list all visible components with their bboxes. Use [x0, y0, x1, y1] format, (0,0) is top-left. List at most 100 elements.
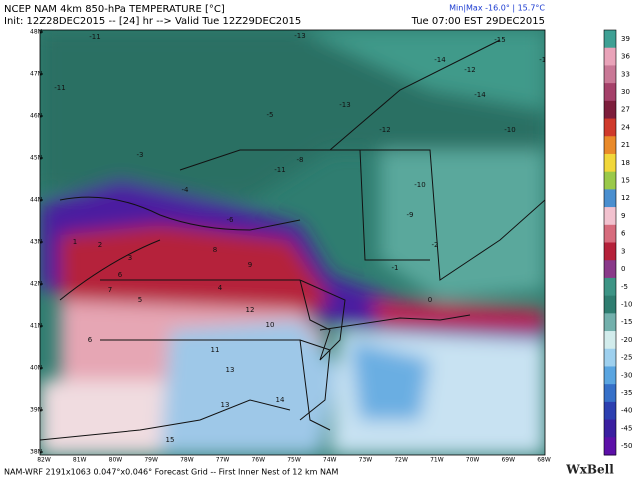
lat-label: 46N — [30, 113, 42, 120]
contour-label: -14 — [474, 91, 486, 99]
contour-label: 10 — [266, 321, 275, 329]
contour-label: -13 — [294, 32, 305, 40]
colorbar-label: 27 — [621, 106, 630, 114]
contour-label: -1 — [392, 264, 399, 272]
min-max: Min|Max -16.0° | 15.7°C — [449, 4, 545, 13]
colorbar-swatch — [604, 224, 616, 243]
colorbar-label: 36 — [621, 53, 630, 61]
colorbar-label: -45 — [621, 424, 632, 432]
colorbar-swatch — [604, 207, 616, 226]
colorbar-swatch — [604, 30, 616, 49]
lat-label: 38N — [30, 449, 42, 456]
lon-label: 82W — [37, 457, 51, 464]
contour-label: 8 — [213, 246, 217, 254]
colorbar-label: -20 — [621, 336, 632, 344]
lon-label: 74W — [323, 457, 337, 464]
colorbar-label: -5 — [621, 283, 628, 291]
colorbar-label: -35 — [621, 389, 632, 397]
init-line: Init: 12Z28DEC2015 -- [24] hr --> Valid … — [4, 16, 301, 27]
lat-label: 43N — [30, 239, 42, 246]
contour-label: 13 — [221, 401, 230, 409]
colorbar-frame — [603, 29, 617, 456]
lat-label: 39N — [30, 407, 42, 414]
contour-label: -4 — [182, 186, 190, 194]
contour-label: 6 — [88, 336, 93, 344]
lon-label: 76W — [251, 457, 265, 464]
colorbar-label: 21 — [621, 141, 630, 149]
lat-label: 41N — [30, 323, 42, 330]
lat-labels: 48N 47N 46N 45N 44N 43N 42N 41N 40N 39N 38N — [30, 29, 43, 456]
contour-label: 12 — [246, 306, 255, 314]
valid-local: Tue 07:00 EST 29DEC2015 — [411, 16, 545, 27]
colorbar-swatch — [604, 153, 616, 173]
lon-label: 72W — [394, 457, 408, 464]
colorbar-label: 33 — [621, 70, 630, 78]
colorbar-label: 15 — [621, 177, 630, 185]
contour-label: 11 — [211, 346, 220, 354]
lon-label: 78W — [180, 457, 194, 464]
contour-labels: -11 -13 -15-12-14 -16-10-11-5-3-4-13-11-10-… — [54, 32, 545, 444]
contour-label: -11 — [274, 166, 285, 174]
lat-label: 45N — [30, 155, 42, 162]
colorbar-label: -10 — [621, 300, 632, 308]
lat-label: 40N — [30, 365, 42, 372]
contour-label: -3 — [137, 151, 144, 159]
lon-label: 73W — [359, 457, 373, 464]
colorbar-swatch — [604, 65, 616, 84]
contour-label: -10 — [414, 181, 425, 189]
contour-label: -13 — [339, 101, 350, 109]
contour-label: -14 — [434, 56, 446, 64]
colorbar-swatch — [604, 118, 616, 137]
colorbar-label: 0 — [621, 265, 625, 273]
colorbar-label: 9 — [621, 212, 625, 220]
contour-label: -15 — [494, 36, 505, 44]
colorbar-swatch — [604, 277, 616, 297]
lat-label: 42N — [30, 281, 42, 288]
colorbar-swatch — [604, 437, 616, 456]
lon-label: 68W — [537, 457, 551, 464]
lon-label: 80W — [109, 457, 123, 464]
contour-label: 5 — [138, 296, 142, 304]
colorbar-swatch — [604, 419, 616, 438]
contour-label: 2 — [98, 241, 102, 249]
colorbar-swatch — [604, 136, 616, 155]
map-field: -11 -13 -15-12-14 -16-10-11-5-3-4-13-11-10-… — [40, 30, 545, 455]
colorbar-label: -50 — [621, 442, 632, 450]
colorbar-swatch — [604, 100, 616, 120]
contour-label: 3 — [128, 254, 132, 262]
contour-label: 1 — [73, 238, 77, 246]
colorbar-swatch — [604, 313, 616, 332]
colorbar-swatch — [604, 83, 616, 102]
logo: WxBell — [565, 463, 614, 477]
colorbar-label: 39 — [621, 35, 630, 43]
lon-label: 77W — [216, 457, 230, 464]
lat-label: 47N — [30, 71, 42, 78]
contour-label: 0 — [428, 296, 432, 304]
boundaries — [40, 39, 545, 441]
contour-label: -11 — [54, 84, 65, 92]
colorbar-swatch — [604, 189, 616, 208]
lon-label: 69W — [501, 457, 515, 464]
colorbar-swatch — [604, 295, 616, 314]
colorbar-label: -30 — [621, 371, 632, 379]
colorbar-label: -25 — [621, 354, 632, 362]
contour-label: -9 — [407, 211, 414, 219]
contour-label: -12 — [379, 126, 390, 134]
colorbar-swatch — [604, 384, 616, 403]
colorbar-swatch — [604, 348, 616, 367]
contour-label: 15 — [166, 436, 175, 444]
contour-label: -12 — [464, 66, 475, 74]
contour-label: 7 — [108, 286, 112, 294]
lon-labels: 82W 81W 80W 79W 78W 77W 76W 75W 74W 73W 72W 71W 70W 6… — [37, 457, 551, 464]
colorbar-swatch — [604, 171, 616, 190]
colorbar-label: -40 — [621, 407, 632, 415]
contour-label: 9 — [248, 261, 252, 269]
colorbar: 393633302724211815129630-5-10-15-20-25-3… — [603, 29, 632, 456]
contour-label: 4 — [218, 284, 223, 292]
colorbar-swatch — [604, 366, 616, 385]
contour-label: 6 — [118, 271, 123, 279]
lon-label: 75W — [287, 457, 301, 464]
colorbar-label: 18 — [621, 159, 630, 167]
contour-label: -2 — [432, 241, 439, 249]
